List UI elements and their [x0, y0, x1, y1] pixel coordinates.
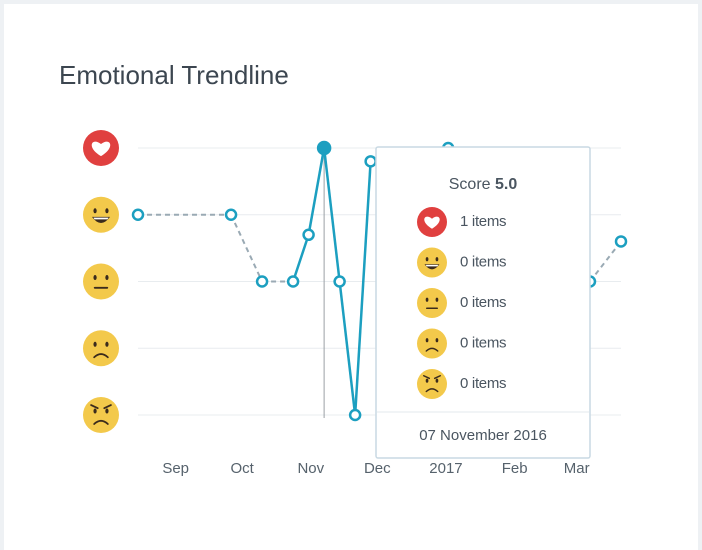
tooltip-item: 1 items	[460, 213, 506, 230]
tooltip: Score 5.0 1 items 0 items 0 items 0 items 0 i…	[375, 146, 591, 459]
line-segment	[230, 214, 263, 282]
emoji-icon	[83, 330, 119, 367]
x-tick-label: Sep	[162, 460, 189, 477]
icon-bg	[417, 328, 447, 359]
eye	[93, 275, 97, 281]
emoji-icon	[83, 397, 119, 433]
icon-bg	[417, 247, 447, 278]
tooltip-header: Score 5.0	[449, 176, 518, 193]
emoji-icon	[417, 207, 447, 237]
point	[302, 228, 315, 242]
line-segment	[353, 161, 372, 416]
tooltip-date: 07 November 2016	[419, 427, 547, 444]
chart-title: Emotional Trendline	[59, 60, 289, 90]
eye	[435, 257, 439, 262]
tooltip-item: 0 items	[460, 253, 506, 270]
eye	[425, 378, 429, 383]
line-segment	[338, 281, 357, 416]
brow	[103, 404, 112, 410]
emoji-icon	[83, 130, 119, 166]
eye	[425, 338, 429, 343]
tooltip-value: 5.0	[495, 176, 517, 193]
eye	[435, 297, 439, 302]
x-tick-label: 2017	[429, 460, 462, 477]
point	[286, 275, 300, 288]
brow	[423, 375, 431, 380]
mouth	[425, 347, 439, 352]
point	[348, 408, 362, 422]
line-segment	[307, 147, 326, 235]
eye	[93, 408, 97, 414]
x-tick-label: Mar	[564, 460, 590, 477]
eye	[435, 378, 439, 383]
x-tick-label: Oct	[230, 460, 254, 477]
heart	[91, 141, 111, 157]
emoji-icon	[83, 196, 119, 233]
x-tick-label: Dec	[364, 460, 391, 477]
point	[131, 208, 145, 221]
eye	[425, 257, 429, 262]
point	[614, 235, 628, 248]
eye	[435, 338, 439, 343]
emoji-icon	[417, 288, 447, 318]
emoji-icon	[417, 247, 447, 278]
eye	[105, 408, 109, 414]
eye	[105, 341, 109, 347]
line-segment	[291, 234, 310, 282]
point	[255, 275, 269, 288]
mouth	[93, 353, 109, 359]
brow	[433, 375, 441, 380]
icon-bg	[417, 369, 447, 399]
teeth	[425, 264, 439, 267]
tooltip-item: 0 items	[460, 375, 506, 392]
line-segment	[589, 240, 622, 283]
icon-bg	[83, 397, 119, 433]
icon-bg	[83, 330, 119, 367]
tooltip-item: 0 items	[460, 294, 506, 311]
icon-bg	[83, 263, 119, 300]
line-segment	[322, 147, 341, 282]
icon-bg	[417, 288, 447, 318]
point	[364, 155, 377, 168]
emoji-icon	[417, 369, 447, 399]
mouth	[425, 388, 439, 393]
mouth	[93, 419, 109, 425]
eye	[93, 341, 97, 347]
emoji-icon	[417, 328, 447, 359]
brow	[90, 404, 99, 410]
point	[333, 275, 346, 288]
tooltip-label: Score	[449, 176, 491, 193]
tooltip-item: 0 items	[460, 334, 506, 351]
eye	[105, 275, 109, 281]
x-tick-label: Nov	[297, 460, 324, 477]
point	[316, 140, 332, 156]
teeth	[93, 217, 109, 220]
eye	[425, 297, 429, 302]
x-tick-label: Feb	[502, 460, 528, 477]
eye	[105, 208, 109, 214]
heart	[424, 216, 440, 229]
point	[224, 208, 238, 221]
emoji-icon	[83, 263, 119, 300]
eye	[93, 208, 97, 214]
icon-bg	[83, 196, 119, 233]
